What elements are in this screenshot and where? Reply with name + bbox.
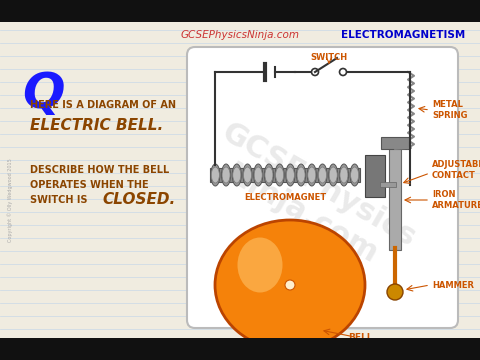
Text: ELECTROMAGNETISM: ELECTROMAGNETISM <box>341 30 465 40</box>
Ellipse shape <box>297 167 305 183</box>
Ellipse shape <box>238 238 283 292</box>
Bar <box>210 168 360 182</box>
Ellipse shape <box>253 164 263 186</box>
Ellipse shape <box>350 167 359 183</box>
Text: ADJUSTABLE
CONTACT: ADJUSTABLE CONTACT <box>432 160 480 180</box>
Text: HERE IS A DIAGRAM OF AN: HERE IS A DIAGRAM OF AN <box>30 100 176 110</box>
Text: METAL
SPRING: METAL SPRING <box>432 100 468 120</box>
Ellipse shape <box>329 167 337 183</box>
Ellipse shape <box>264 164 274 186</box>
Ellipse shape <box>215 220 365 350</box>
Text: OPERATES WHEN THE: OPERATES WHEN THE <box>30 180 149 190</box>
Circle shape <box>285 280 295 290</box>
Ellipse shape <box>286 164 295 186</box>
Ellipse shape <box>222 167 230 183</box>
Ellipse shape <box>211 167 219 183</box>
Ellipse shape <box>287 167 294 183</box>
Ellipse shape <box>265 167 273 183</box>
Text: IRON
ARMATURE: IRON ARMATURE <box>432 190 480 210</box>
Text: ELECTRIC BELL.: ELECTRIC BELL. <box>30 117 163 132</box>
Ellipse shape <box>254 167 262 183</box>
FancyBboxPatch shape <box>187 47 458 328</box>
Circle shape <box>339 68 347 76</box>
Ellipse shape <box>339 164 348 186</box>
Ellipse shape <box>232 164 241 186</box>
Ellipse shape <box>221 164 230 186</box>
Text: Q: Q <box>22 70 64 118</box>
Ellipse shape <box>243 167 252 183</box>
Bar <box>381 137 409 149</box>
Bar <box>365 155 385 197</box>
Bar <box>0 0 480 22</box>
Bar <box>0 338 480 360</box>
Circle shape <box>312 68 319 76</box>
Text: DESCRIBE HOW THE BELL: DESCRIBE HOW THE BELL <box>30 165 169 175</box>
Ellipse shape <box>276 167 284 183</box>
Text: SWITCH: SWITCH <box>311 54 348 63</box>
Ellipse shape <box>243 164 252 186</box>
Text: GCSEPhysicsNinja.com: GCSEPhysicsNinja.com <box>180 30 300 40</box>
Ellipse shape <box>340 167 348 183</box>
Ellipse shape <box>329 164 338 186</box>
Ellipse shape <box>308 167 316 183</box>
Text: BELL: BELL <box>348 333 372 342</box>
Ellipse shape <box>275 164 284 186</box>
Ellipse shape <box>318 164 327 186</box>
Bar <box>389 140 401 250</box>
Text: HAMMER: HAMMER <box>432 280 474 289</box>
Ellipse shape <box>319 167 326 183</box>
Ellipse shape <box>307 164 316 186</box>
Ellipse shape <box>233 167 241 183</box>
Text: Copyright © Olly Wedgwood 2015: Copyright © Olly Wedgwood 2015 <box>7 158 13 242</box>
Bar <box>0 22 480 338</box>
Bar <box>380 182 396 187</box>
Ellipse shape <box>350 164 359 186</box>
Text: SWITCH IS: SWITCH IS <box>30 195 91 205</box>
Ellipse shape <box>297 164 306 186</box>
Circle shape <box>387 284 403 300</box>
Text: ELECTROMAGNET: ELECTROMAGNET <box>244 194 326 202</box>
Text: GCSEPhysics
Ninja.com: GCSEPhysics Ninja.com <box>199 118 420 282</box>
Text: CLOSED.: CLOSED. <box>102 193 175 207</box>
Ellipse shape <box>211 164 220 186</box>
